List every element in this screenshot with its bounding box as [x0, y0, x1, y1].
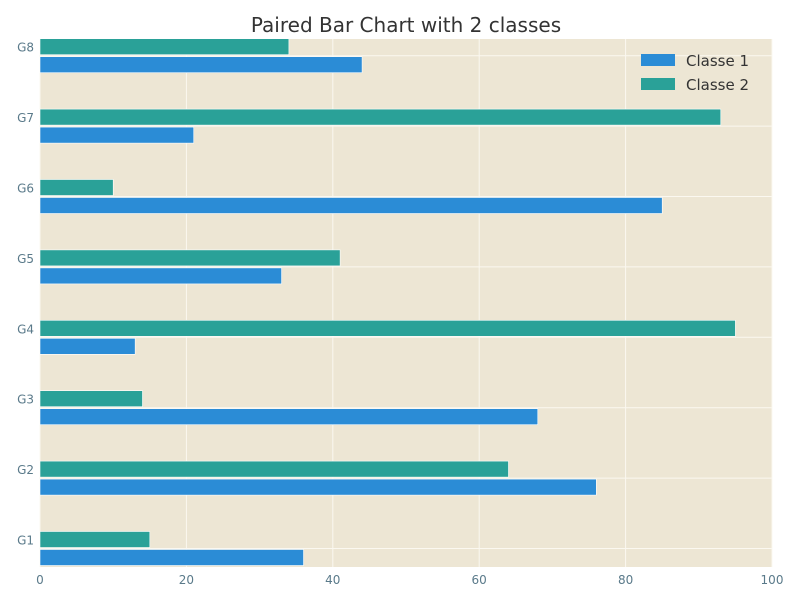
- y-tick-label: G5: [17, 252, 34, 266]
- bar-classe-1-g5: [39, 267, 282, 285]
- y-tick-label: G8: [17, 41, 34, 55]
- x-tick-label: 40: [325, 573, 340, 587]
- y-tick-label: G4: [17, 322, 34, 336]
- bar-classe-2-g1: [39, 531, 151, 548]
- x-tick-label: 100: [761, 573, 784, 587]
- bar-classe-1-g3: [39, 408, 539, 426]
- bar-classe-2-g8: [39, 38, 290, 56]
- bar-classe-1-g4: [39, 337, 136, 355]
- bar-classe-1-g7: [39, 126, 195, 144]
- y-tick-label: G6: [17, 182, 34, 196]
- bar-classe-1-g8: [39, 56, 363, 74]
- bar-classe-2-g7: [39, 108, 722, 126]
- y-tick-label: G3: [17, 393, 34, 407]
- y-axis-ticks: G1 G2 G3 G4 G5 G6 G7 G8: [17, 41, 34, 548]
- bar-classe-1-g1: [39, 549, 304, 566]
- y-tick-label: G1: [17, 534, 34, 548]
- x-axis-ticks: 0 20 40 60 80 100: [36, 573, 783, 587]
- bar-classe-2-g5: [39, 249, 341, 267]
- legend[interactable]: Classe 1 Classe 2: [641, 52, 749, 94]
- legend-label-1: Classe 1: [686, 52, 749, 70]
- bars: [39, 38, 736, 566]
- bar-classe-2-g3: [39, 390, 143, 408]
- bar-classe-2-g2: [39, 460, 509, 478]
- x-tick-label: 80: [618, 573, 633, 587]
- x-tick-label: 20: [179, 573, 194, 587]
- legend-label-2: Classe 2: [686, 76, 749, 94]
- chart-title: Paired Bar Chart with 2 classes: [251, 13, 561, 37]
- x-tick-label: 0: [36, 573, 44, 587]
- bar-classe-1-g2: [39, 478, 597, 496]
- grid-lines: [39, 39, 773, 567]
- y-tick-label: G2: [17, 463, 34, 477]
- bar-classe-2-g6: [39, 179, 114, 196]
- bar-classe-1-g6: [39, 197, 663, 214]
- legend-swatch-1: [641, 54, 675, 66]
- y-tick-label: G7: [17, 111, 34, 125]
- x-tick-label: 60: [472, 573, 487, 587]
- bar-classe-2-g4: [39, 319, 736, 337]
- legend-swatch-2: [641, 78, 675, 90]
